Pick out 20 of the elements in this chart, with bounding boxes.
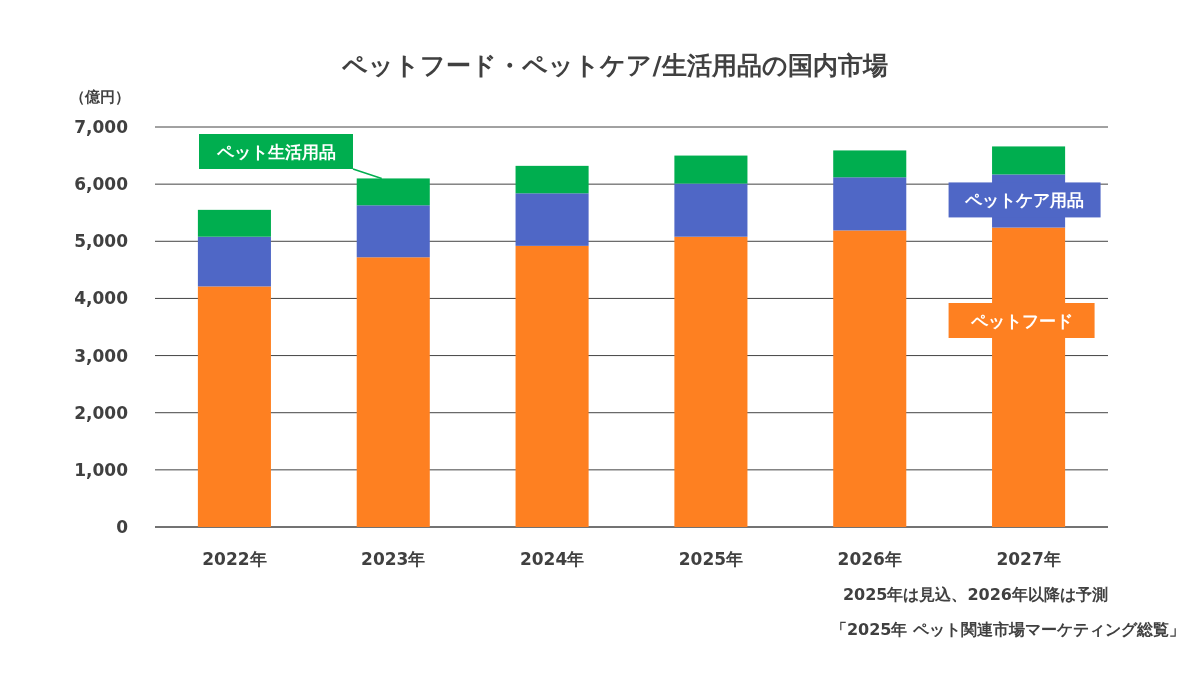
y-tick-label: 7,000	[74, 116, 129, 137]
series-label: ペットフード	[969, 311, 1073, 331]
text: 「2025年 ペット関連市場マーケティング総覧」	[830, 620, 1185, 639]
y-tick-label: 3,000	[74, 345, 129, 366]
x-tick-label: 2023年	[361, 549, 426, 569]
y-tick-label: 5,000	[74, 231, 129, 252]
series-label: ペット生活用品	[215, 142, 336, 162]
x-tick-label: 2027年	[996, 549, 1061, 569]
x-tick-label: 2026年	[837, 549, 902, 569]
y-tick-label: 0	[116, 516, 129, 537]
y-tick-label: 1,000	[74, 459, 129, 480]
x-tick-label: 2022年	[202, 549, 267, 569]
x-tick-label: 2025年	[678, 549, 744, 569]
y-tick-label: 4,000	[74, 288, 129, 309]
chart-title: ペットフード・ペットケア/生活用品の国内市場	[341, 51, 888, 80]
y-axis-title: （億円）	[70, 88, 130, 106]
x-tick-label: 2024年	[519, 549, 585, 569]
text: 2025年は見込、2026年以降は予測	[842, 585, 1108, 604]
y-tick-label: 6,000	[74, 174, 129, 195]
y-tick-label: 2,000	[74, 402, 129, 423]
